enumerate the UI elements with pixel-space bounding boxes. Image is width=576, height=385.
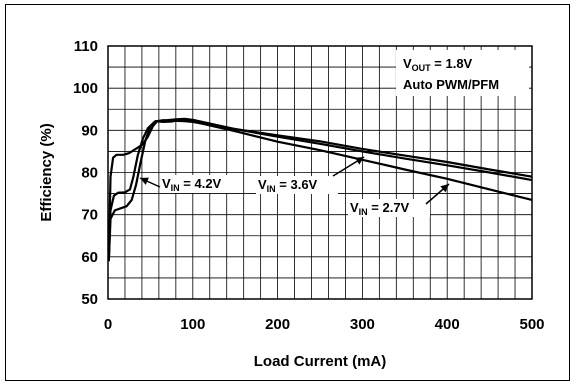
tick-labels: 0 100 200 300 400 500 50 60 70 80 90 100 110 xyxy=(73,38,545,333)
x-axis-title: Load Current (mA) xyxy=(254,353,387,370)
x-tick-label: 200 xyxy=(265,316,290,333)
x-tick-label: 300 xyxy=(350,316,375,333)
series-layer xyxy=(107,117,533,262)
x-tick-label: 400 xyxy=(435,316,460,333)
series-line-1 xyxy=(107,117,533,262)
series-label-bg xyxy=(256,176,338,194)
series-label-2: VIN = 2.7V xyxy=(350,200,410,217)
label-arrow-head xyxy=(440,184,449,193)
series-label-bg xyxy=(348,199,430,217)
label-arrow-head xyxy=(355,157,364,165)
series-label-1: VIN = 3.6V xyxy=(258,177,318,194)
conditions-box xyxy=(396,50,529,96)
series-label-0: VIN = 4.2V xyxy=(162,176,222,193)
y-tick-label: 70 xyxy=(81,207,98,224)
vout-annotation: VOUT = 1.8V xyxy=(403,56,473,73)
y-axis-title: Efficiency (%) xyxy=(38,123,55,221)
mode-annotation: Auto PWM/PFM xyxy=(403,77,499,92)
y-tick-label: 100 xyxy=(73,80,98,97)
y-tick-label: 60 xyxy=(81,249,98,266)
y-tick-label: 80 xyxy=(81,165,98,182)
y-tick-label: 110 xyxy=(74,38,98,55)
y-tick-label: 90 xyxy=(81,122,98,139)
series-line-2 xyxy=(107,118,533,262)
label-arrow-head xyxy=(140,177,149,185)
series-label-bg xyxy=(160,175,242,193)
series-labels: VIN = 4.2V VIN = 3.6V VIN = 2.7V xyxy=(139,156,450,217)
chart-frame xyxy=(5,4,570,381)
x-tick-label: 0 xyxy=(104,316,112,333)
x-tick-label: 100 xyxy=(180,316,205,333)
x-tick-label: 500 xyxy=(519,316,544,333)
y-tick-label: 50 xyxy=(81,291,98,308)
plot-area-border xyxy=(107,45,533,300)
